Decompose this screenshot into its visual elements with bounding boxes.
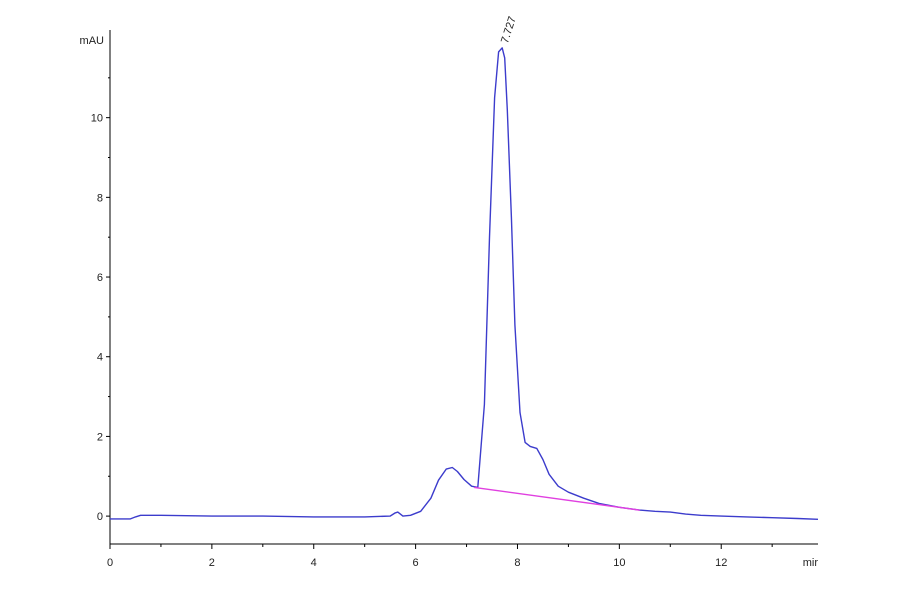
baseline-layer	[474, 486, 640, 511]
series-layer	[110, 47, 819, 520]
y-tick-label: 4	[97, 352, 103, 364]
x-tick-label: 8	[514, 557, 520, 569]
x-tick-label: 4	[311, 557, 317, 569]
y-tick-label: 2	[97, 431, 103, 443]
y-tick-label: 6	[97, 272, 103, 284]
y-tick-label: 10	[91, 113, 103, 125]
x-axis-unit-label: mir	[803, 557, 819, 569]
y-axis-unit-label: mAU	[80, 35, 105, 47]
y-tick-label: 8	[97, 192, 103, 204]
chromatogram-trace	[110, 47, 819, 520]
x-tick-label: 12	[715, 557, 727, 569]
x-tick-label: 2	[209, 557, 215, 569]
integration-baseline	[474, 486, 640, 511]
x-tick-label: 10	[613, 557, 625, 569]
x-ticks: 0 2 4 6 8 10 12	[107, 544, 773, 569]
peak-retention-label: 7.727	[499, 15, 519, 45]
x-tick-label: 6	[413, 557, 419, 569]
y-ticks: 0 2 4 6 8 10	[91, 77, 110, 523]
axes	[109, 30, 818, 545]
annotation-layer: 7.727	[499, 15, 519, 45]
y-tick-label: 0	[97, 511, 103, 523]
x-tick-label: 0	[107, 557, 113, 569]
